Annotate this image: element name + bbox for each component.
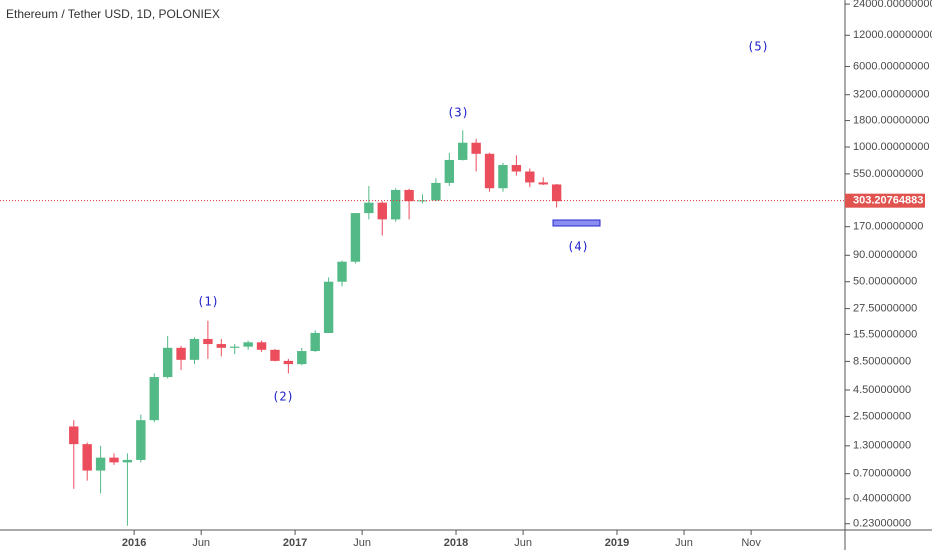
x-tick-label: Jun <box>353 537 371 549</box>
y-tick-label: 8.50000000 <box>853 355 911 367</box>
y-tick-label: 0.40000000 <box>853 493 911 505</box>
y-tick-label: 4.50000000 <box>853 384 911 396</box>
last-price-label: 303.20764883 <box>853 195 923 207</box>
candle-body <box>525 171 535 183</box>
y-tick-label: 2.50000000 <box>853 410 911 422</box>
candle-body <box>390 189 401 220</box>
candle-body <box>230 346 240 348</box>
y-tick-label: 15.50000000 <box>853 328 917 340</box>
candle-body <box>149 377 159 421</box>
x-tick-label: 2017 <box>283 537 307 549</box>
x-tick-label: Jun <box>192 537 210 549</box>
target-box <box>552 219 601 227</box>
candle-body <box>162 347 173 378</box>
candle-body <box>431 182 441 201</box>
x-tick-label: Jun <box>675 537 693 549</box>
candle-body <box>471 142 481 154</box>
y-tick-label: 3200.00000000 <box>853 89 929 101</box>
candle-body <box>417 200 428 202</box>
candle-body <box>109 457 119 463</box>
x-tick-label: 2018 <box>444 537 468 549</box>
candle-body <box>122 459 133 463</box>
candle-body <box>364 202 374 214</box>
wave-label: (3) <box>447 106 469 120</box>
candle-body <box>511 165 522 172</box>
candle-body <box>283 360 294 365</box>
candle-body <box>243 342 253 347</box>
y-tick-label: 1000.00000000 <box>853 141 929 153</box>
wave-label: (5) <box>747 40 769 54</box>
candle-body <box>203 338 213 345</box>
candle-body <box>404 189 414 202</box>
candle-body <box>551 184 562 202</box>
candle-body <box>444 159 455 183</box>
candle-body <box>189 338 200 360</box>
candle-body <box>484 153 495 189</box>
candle-body <box>297 351 307 365</box>
candle-body <box>256 342 267 350</box>
last-price-box <box>845 193 925 208</box>
wave-label: (1) <box>197 295 219 309</box>
candle-body <box>323 281 334 333</box>
candle-body <box>82 444 92 471</box>
candle-body <box>216 344 227 348</box>
wave-label: (2) <box>272 390 294 404</box>
candle-body <box>377 202 387 220</box>
candle-body <box>136 420 146 460</box>
x-tick-label: Nov <box>741 537 761 549</box>
y-tick-label: 24000.00000000 <box>853 0 932 10</box>
candle-body <box>270 349 280 361</box>
x-tick-label: 2016 <box>122 537 146 549</box>
candle-body <box>310 332 320 352</box>
candle-body <box>350 213 361 262</box>
y-tick-label: 0.70000000 <box>853 468 911 480</box>
candle-body <box>95 457 106 471</box>
x-tick-label: Jun <box>514 537 532 549</box>
y-tick-label: 50.00000000 <box>853 276 917 288</box>
y-tick-label: 6000.00000000 <box>853 60 929 72</box>
candle-body <box>69 426 79 445</box>
candle-body <box>176 347 186 360</box>
candle-body <box>458 142 468 160</box>
y-tick-label: 90.00000000 <box>853 249 917 261</box>
wave-label: (4) <box>567 240 589 254</box>
y-tick-label: 1800.00000000 <box>853 114 929 126</box>
y-tick-label: 12000.00000000 <box>853 29 932 41</box>
x-tick-label: 2019 <box>605 537 629 549</box>
y-tick-label: 27.50000000 <box>853 303 917 315</box>
y-tick-label: 1.30000000 <box>853 440 911 452</box>
candle-body <box>498 165 508 189</box>
y-tick-label: 0.23000000 <box>853 518 911 530</box>
candle-body <box>538 182 548 185</box>
chart-title: Ethereum / Tether USD, 1D, POLONIEX <box>6 7 220 21</box>
y-tick-label: 550.00000000 <box>853 168 923 180</box>
y-tick-label: 170.00000000 <box>853 221 923 233</box>
candle-body <box>337 261 347 282</box>
